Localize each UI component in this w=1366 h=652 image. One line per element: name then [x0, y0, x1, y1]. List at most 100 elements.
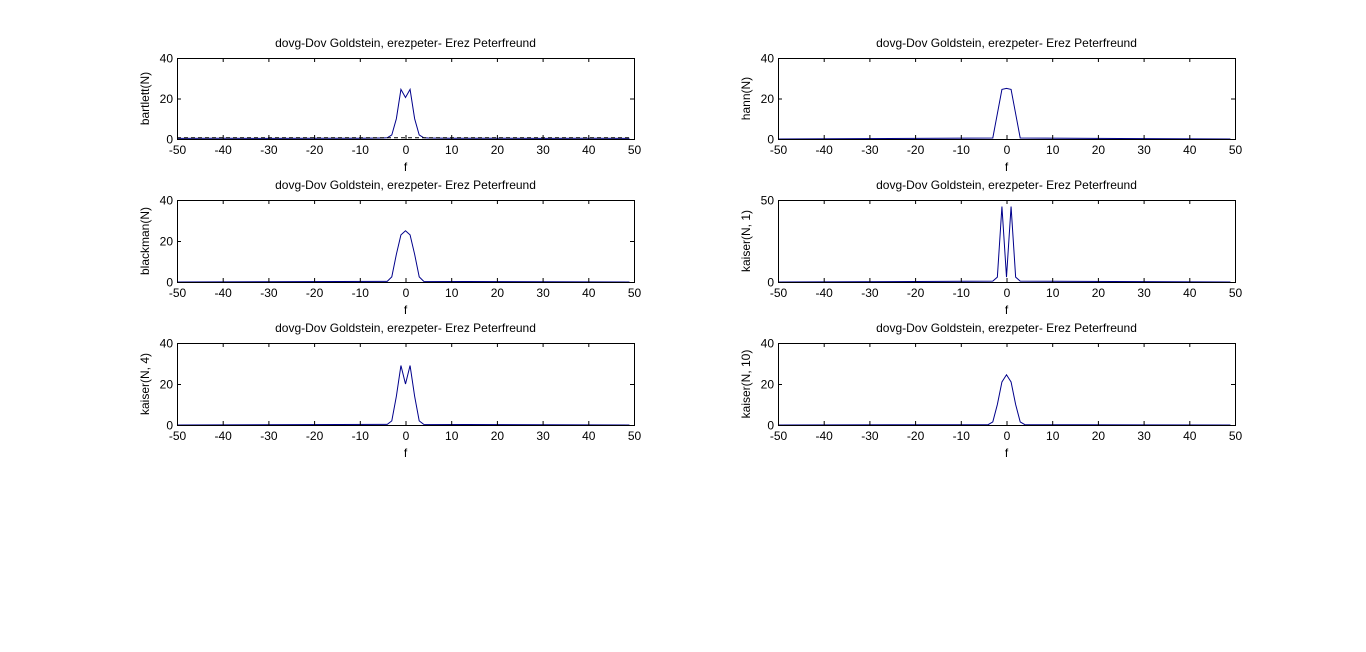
- chart-title-blackman: dovg-Dov Goldstein, erezpeter- Erez Pete…: [275, 178, 536, 192]
- chart-title-kaiser1: dovg-Dov Goldstein, erezpeter- Erez Pete…: [876, 178, 1137, 192]
- x-tick-label-kaiser1-0: -50: [770, 286, 788, 300]
- x-tick-label-kaiser1-1: -40: [816, 286, 834, 300]
- x-tick-label-kaiser1-4: -10: [953, 286, 971, 300]
- x-tick-label-blackman-4: -10: [352, 286, 370, 300]
- x-axis-label-kaiser4: f: [404, 446, 408, 460]
- y-tick-label-kaiser10-2: 40: [761, 337, 775, 351]
- y-axis-label-kaiser10: kaiser(N, 10): [739, 350, 753, 419]
- x-tick-label-blackman-8: 30: [536, 286, 550, 300]
- x-tick-label-bartlett-0: -50: [169, 143, 187, 157]
- y-tick-label-hann-0: 0: [767, 133, 774, 147]
- x-tick-label-hann-0: -50: [770, 143, 788, 157]
- x-tick-label-kaiser4-3: -20: [306, 429, 324, 443]
- axes-kaiser4: -50 -40 -30 -20 -10 0 10 20 30 40 50 0 20 40 dovg-Dov …: [138, 321, 641, 460]
- y-tick-label-blackman-1: 20: [160, 235, 174, 249]
- x-tick-label-kaiser4-5: 0: [403, 429, 410, 443]
- x-tick-label-hann-3: -20: [907, 143, 925, 157]
- x-tick-label-bartlett-3: -20: [306, 143, 324, 157]
- series-line-blackman-0: [176, 230, 630, 283]
- x-tick-label-bartlett-1: -40: [215, 143, 233, 157]
- axes-bartlett: -50 -40 -30 -20 -10 0 10 20 30 40 50 0 20 40 dovg-Dov …: [138, 36, 641, 174]
- x-tick-label-bartlett-2: -30: [260, 143, 278, 157]
- x-tick-label-blackman-2: -30: [260, 286, 278, 300]
- x-tick-label-kaiser1-2: -30: [861, 286, 879, 300]
- y-tick-label-bartlett-2: 40: [160, 52, 174, 66]
- x-tick-label-bartlett-6: 10: [445, 143, 459, 157]
- y-axis-label-bartlett: bartlett(N): [138, 72, 152, 125]
- x-tick-label-kaiser10-6: 10: [1046, 429, 1060, 443]
- chart-title-hann: dovg-Dov Goldstein, erezpeter- Erez Pete…: [876, 36, 1137, 50]
- chart-title-kaiser4: dovg-Dov Goldstein, erezpeter- Erez Pete…: [275, 321, 536, 335]
- y-axis-label-kaiser4: kaiser(N, 4): [138, 353, 152, 415]
- series-line-kaiser4-0: [176, 365, 630, 426]
- x-tick-label-kaiser1-9: 40: [1183, 286, 1197, 300]
- y-tick-label-kaiser4-2: 40: [160, 337, 174, 351]
- axes-kaiser1: -50 -40 -30 -20 -10 0 10 20 30 40 50 0 50 dovg-Dov Go…: [739, 178, 1242, 317]
- x-tick-label-kaiser1-3: -20: [907, 286, 925, 300]
- x-axis-label-kaiser10: f: [1005, 446, 1009, 460]
- x-tick-label-kaiser10-9: 40: [1183, 429, 1197, 443]
- y-tick-label-kaiser10-0: 0: [767, 419, 774, 433]
- x-tick-label-kaiser4-0: -50: [169, 429, 187, 443]
- y-tick-label-blackman-2: 40: [160, 194, 174, 208]
- x-tick-label-kaiser10-4: -10: [953, 429, 971, 443]
- x-tick-label-kaiser10-0: -50: [770, 429, 788, 443]
- x-tick-label-kaiser4-7: 20: [491, 429, 505, 443]
- x-tick-label-hann-8: 30: [1137, 143, 1151, 157]
- x-tick-label-bartlett-9: 40: [582, 143, 596, 157]
- y-tick-label-kaiser4-0: 0: [166, 419, 173, 433]
- x-tick-label-kaiser1-5: 0: [1004, 286, 1011, 300]
- y-tick-label-kaiser1-0: 0: [767, 276, 774, 290]
- y-tick-label-blackman-0: 0: [166, 276, 173, 290]
- x-tick-label-blackman-7: 20: [491, 286, 505, 300]
- x-tick-label-blackman-9: 40: [582, 286, 596, 300]
- series-line-hann-0: [777, 87, 1231, 140]
- series-line-kaiser1-0: [777, 206, 1231, 283]
- x-tick-label-kaiser10-8: 30: [1137, 429, 1151, 443]
- y-tick-label-hann-2: 40: [761, 52, 775, 66]
- x-tick-label-bartlett-7: 20: [491, 143, 505, 157]
- x-tick-label-kaiser10-5: 0: [1004, 429, 1011, 443]
- y-tick-label-kaiser10-1: 20: [761, 378, 775, 392]
- x-tick-label-kaiser4-4: -10: [352, 429, 370, 443]
- x-tick-label-kaiser10-3: -20: [907, 429, 925, 443]
- x-tick-label-blackman-3: -20: [306, 286, 324, 300]
- chart-title-kaiser10: dovg-Dov Goldstein, erezpeter- Erez Pete…: [876, 321, 1137, 335]
- series-line-kaiser10-0: [777, 373, 1231, 426]
- x-tick-label-kaiser4-6: 10: [445, 429, 459, 443]
- axes-hann: -50 -40 -30 -20 -10 0 10 20 30 40 50 0 20 40 dovg-Dov …: [739, 36, 1242, 174]
- axes-blackman: -50 -40 -30 -20 -10 0 10 20 30 40 50 0 20 40 dovg-Dov …: [138, 178, 641, 317]
- x-tick-label-blackman-0: -50: [169, 286, 187, 300]
- x-axis-label-bartlett: f: [404, 160, 408, 174]
- x-axis-label-hann: f: [1005, 160, 1009, 174]
- x-tick-label-bartlett-4: -10: [352, 143, 370, 157]
- x-tick-label-blackman-5: 0: [403, 286, 410, 300]
- x-tick-label-hann-1: -40: [816, 143, 834, 157]
- x-tick-label-bartlett-10: 50: [628, 143, 642, 157]
- y-tick-label-kaiser4-1: 20: [160, 378, 174, 392]
- x-tick-label-kaiser10-2: -30: [861, 429, 879, 443]
- y-axis-label-kaiser1: kaiser(N, 1): [739, 210, 753, 272]
- x-tick-label-hann-9: 40: [1183, 143, 1197, 157]
- x-tick-label-blackman-1: -40: [215, 286, 233, 300]
- x-tick-label-kaiser4-2: -30: [260, 429, 278, 443]
- x-tick-label-kaiser4-10: 50: [628, 429, 642, 443]
- x-tick-label-hann-5: 0: [1004, 143, 1011, 157]
- x-tick-label-kaiser4-8: 30: [536, 429, 550, 443]
- x-tick-label-kaiser10-1: -40: [816, 429, 834, 443]
- x-tick-label-kaiser1-6: 10: [1046, 286, 1060, 300]
- x-axis-label-kaiser1: f: [1005, 303, 1009, 317]
- x-tick-label-kaiser1-8: 30: [1137, 286, 1151, 300]
- y-tick-label-bartlett-0: 0: [166, 133, 173, 147]
- x-tick-label-kaiser10-7: 20: [1092, 429, 1106, 443]
- x-tick-label-kaiser1-10: 50: [1229, 286, 1243, 300]
- x-tick-label-hann-6: 10: [1046, 143, 1060, 157]
- x-tick-label-hann-2: -30: [861, 143, 879, 157]
- y-tick-label-kaiser1-1: 50: [761, 194, 775, 208]
- x-tick-label-blackman-10: 50: [628, 286, 642, 300]
- x-tick-label-kaiser1-7: 20: [1092, 286, 1106, 300]
- x-tick-label-bartlett-5: 0: [403, 143, 410, 157]
- x-tick-label-kaiser4-1: -40: [215, 429, 233, 443]
